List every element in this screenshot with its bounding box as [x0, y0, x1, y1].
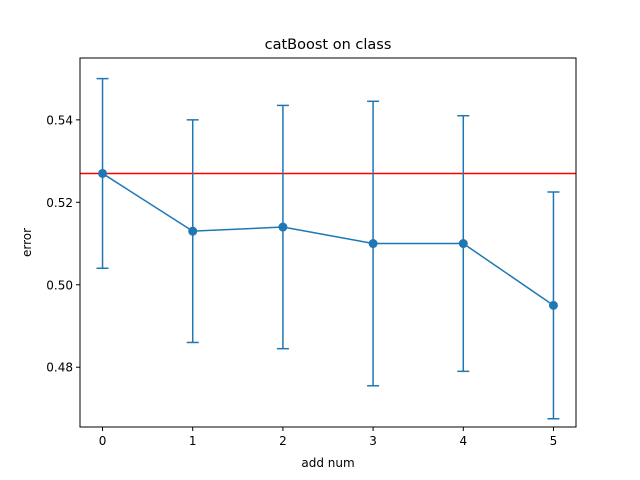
x-tick-label: 1 — [189, 434, 197, 448]
axes-ticks: 0 1 2 3 4 5 0.48 0.50 0.52 0.54 — [46, 113, 557, 448]
x-tick-label: 0 — [99, 434, 107, 448]
x-tick-label: 2 — [279, 434, 287, 448]
data-point — [188, 226, 198, 236]
series-line — [102, 172, 554, 306]
data-point — [368, 239, 378, 249]
plot-frame — [79, 57, 577, 428]
y-tick-label: 0.52 — [46, 196, 73, 210]
data-point — [278, 222, 288, 232]
y-tick-label: 0.50 — [46, 278, 73, 292]
x-axis-label: add num — [301, 456, 354, 470]
data-point — [98, 168, 108, 178]
x-tick-label: 5 — [550, 434, 558, 448]
y-tick-label: 0.48 — [46, 361, 73, 375]
data-point — [458, 239, 468, 249]
x-tick-label: 3 — [369, 434, 377, 448]
x-tick-label: 4 — [459, 434, 467, 448]
data-point — [548, 300, 558, 310]
y-tick-label: 0.54 — [46, 113, 73, 127]
chart-title: catBoost on class — [265, 37, 392, 53]
plot-area — [80, 77, 576, 420]
y-axis-label: error — [20, 228, 34, 257]
